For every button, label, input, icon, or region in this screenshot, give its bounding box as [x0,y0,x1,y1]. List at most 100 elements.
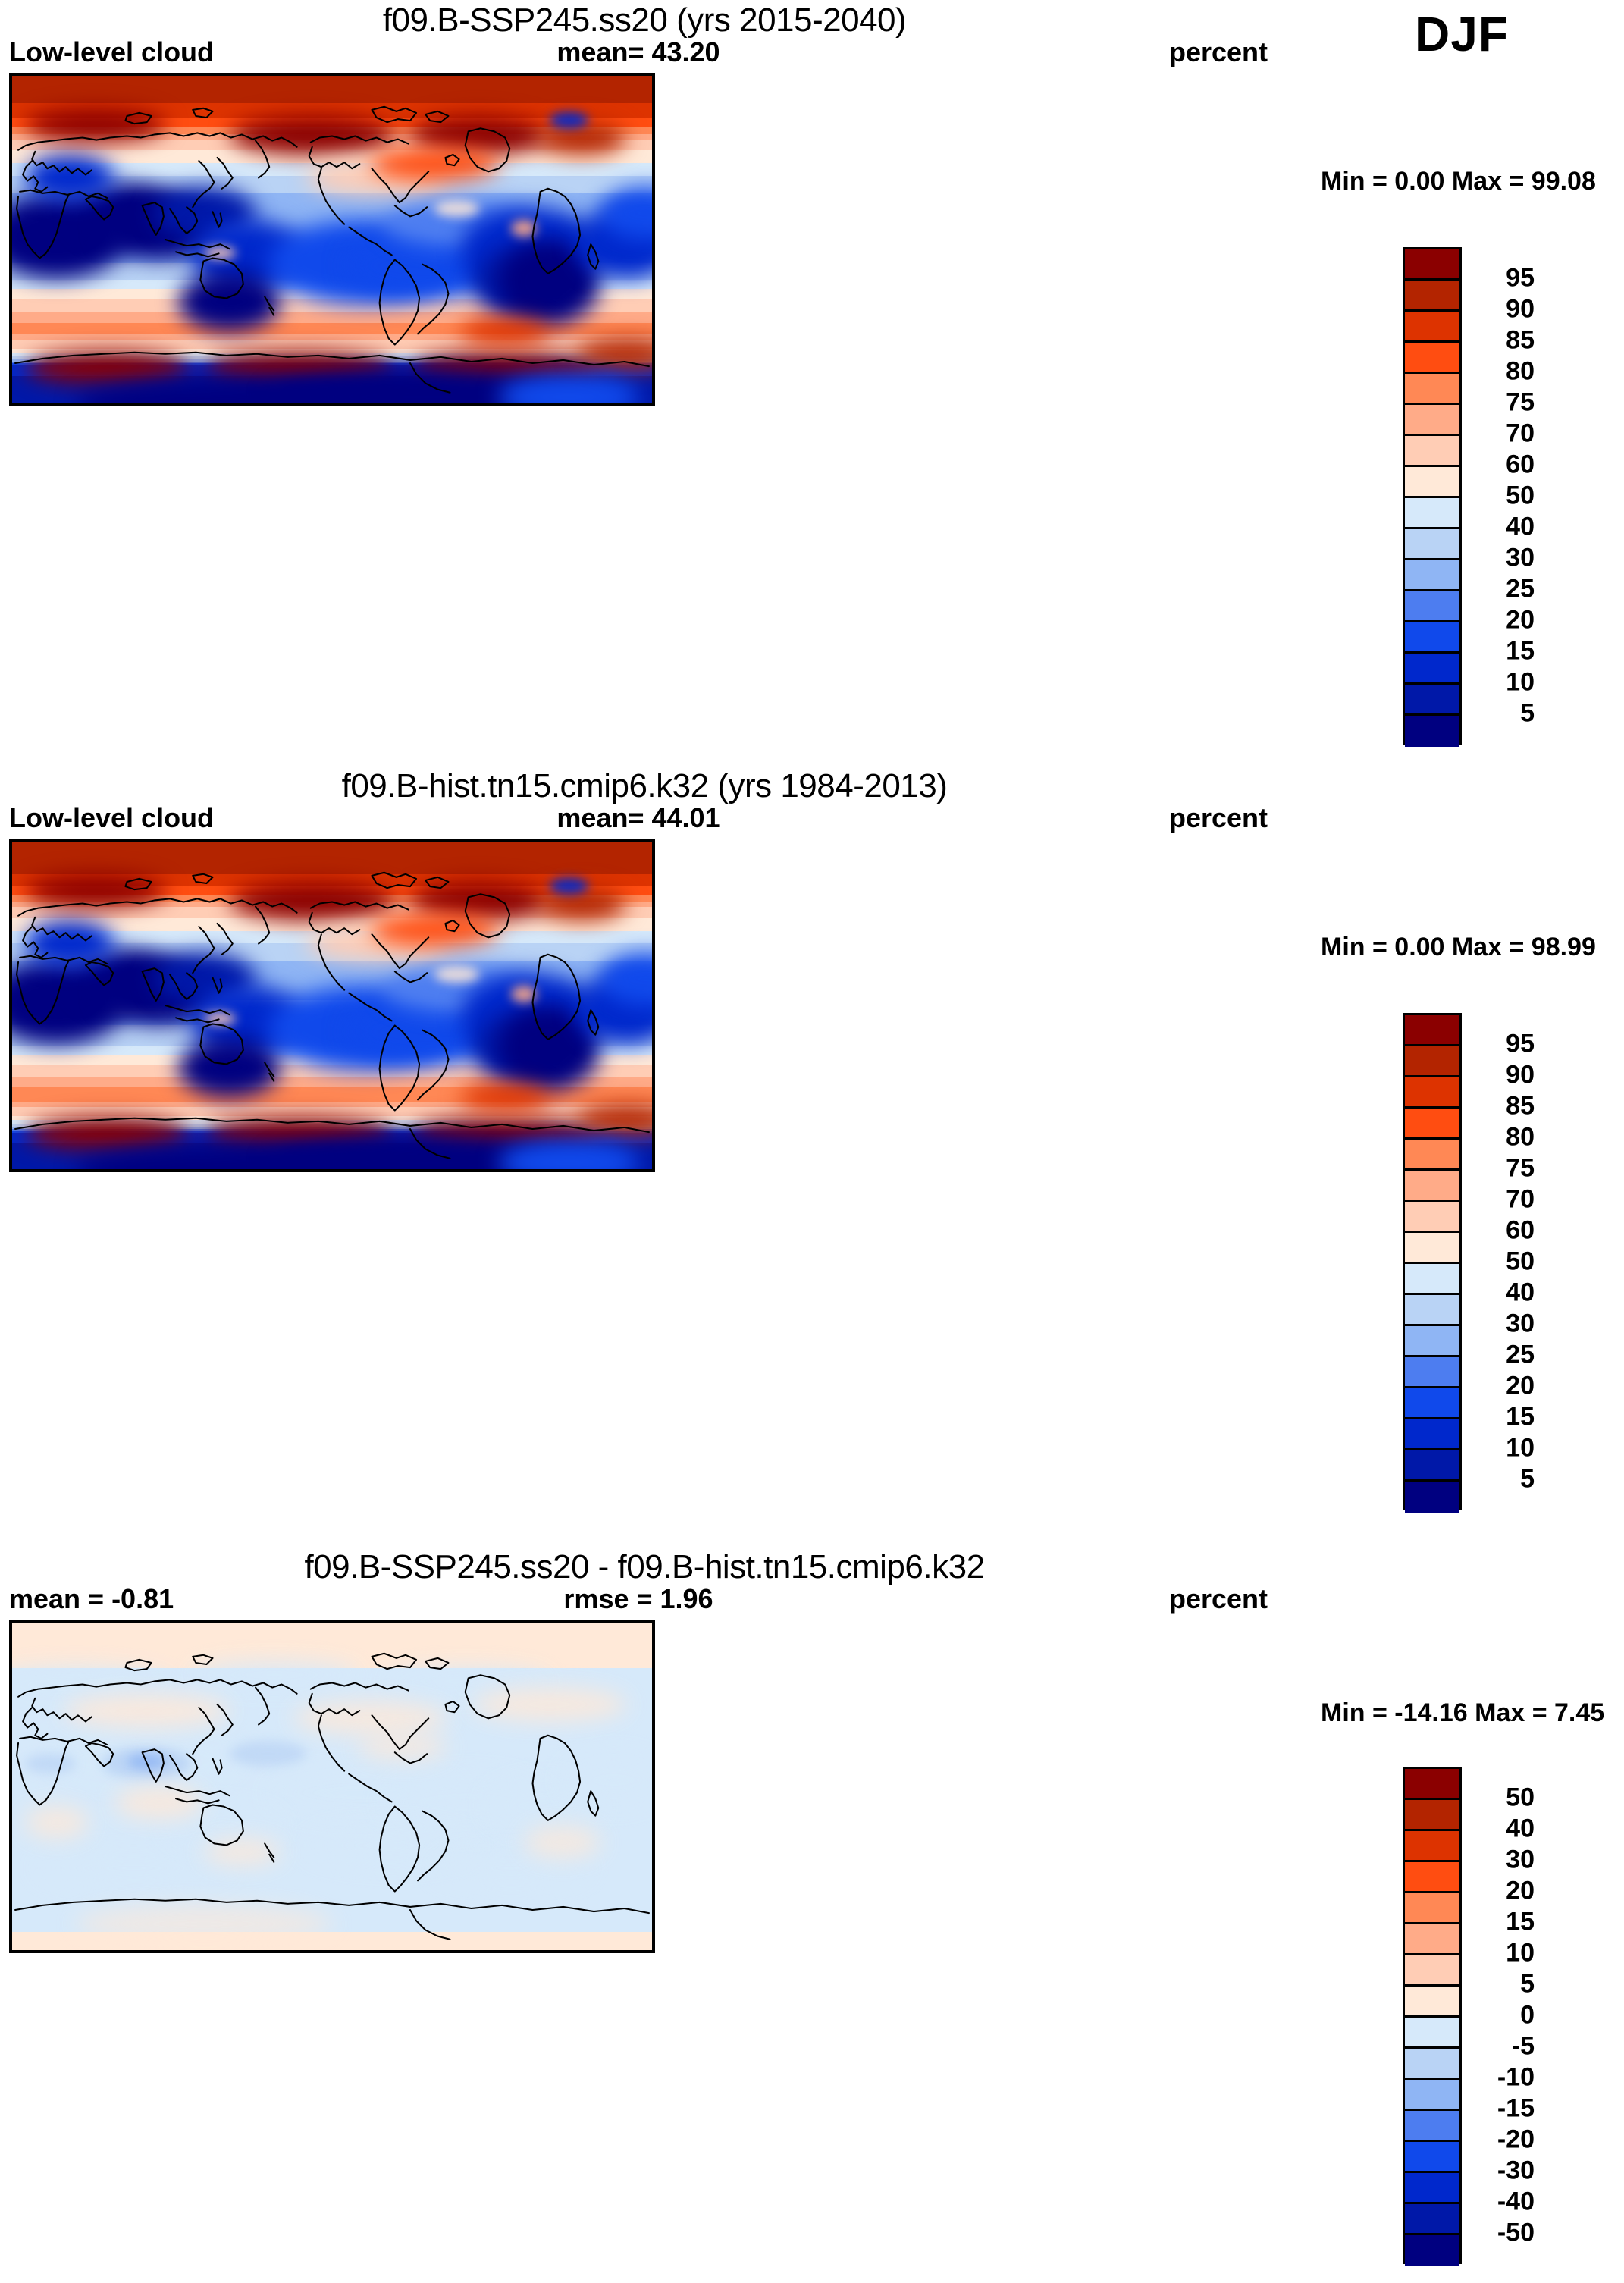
field-feature [306,1825,473,1865]
coastline-path [164,238,230,250]
colorbar-band [1405,1171,1459,1202]
zonal-band [12,1090,652,1093]
zonal-band [12,99,652,102]
zonal-band [12,1817,652,1820]
zonal-band [12,870,652,873]
colorbar-tick-label: 15 [1506,636,1535,666]
zonal-band [12,1684,652,1687]
coastline-path [417,1810,450,1882]
panel-3-minmax: Min = -14.16 Max = 7.45 [1321,1698,1605,1727]
zonal-band [12,1067,652,1070]
zonal-band [12,1905,652,1907]
zonal-band [12,1935,652,1938]
zonal-band [12,1941,652,1943]
coastline-path [17,1679,298,1698]
zonal-band [12,1626,652,1629]
colorbar-band [1405,2142,1459,2173]
coastline-path [255,1686,271,1726]
zonal-band [12,927,652,930]
zonal-band [12,345,652,347]
coastline-path [216,1703,234,1736]
colorbar-band [1405,2111,1459,2142]
zonal-band [12,1632,652,1634]
colorbar-tick-label: -50 [1497,2218,1535,2247]
zonal-band [12,106,652,109]
coastline-path [425,876,450,889]
zonal-band [12,321,652,324]
coastline-path [31,150,93,176]
coastline-path [124,111,152,125]
zonal-band [12,1820,652,1824]
colorbar-tick-label: 0 [1520,2000,1535,2030]
zonal-band [12,206,652,209]
coastline-path [22,160,49,193]
coastline-path [192,926,215,974]
colorbar-band [1405,343,1459,374]
zonal-band [12,920,652,922]
zonal-band [12,1642,652,1645]
colorbar-band [1405,374,1459,405]
zonal-band [12,1695,652,1698]
colorbar-band [1405,1955,1459,1987]
colorbar-tick-label: 30 [1506,543,1535,572]
zonal-band [12,863,652,866]
colorbar-tick-label: 85 [1506,1091,1535,1121]
zonal-band [12,1915,652,1918]
zonal-band [12,1823,652,1825]
zonal-band [12,1731,652,1734]
zonal-band [12,81,652,83]
zonal-band [12,1076,652,1079]
zonal-band [12,874,652,877]
panel-2-colorbar: 95 90 85 80 75 70 60 50 40 30 25 20 15 10 5 [1403,1013,1560,1513]
coastline-path [317,1714,346,1772]
zonal-band [12,347,652,350]
zonal-band [12,1071,652,1074]
coastline-path [348,226,393,256]
colorbar-tick-label: 15 [1506,1402,1535,1432]
colorbar-band [1405,1388,1459,1419]
zonal-band [12,1893,652,1896]
colorbar-tick-label: -40 [1497,2187,1535,2216]
field-feature [434,200,480,217]
colorbar-band [1405,1862,1459,1893]
zonal-band [12,1933,652,1936]
zonal-band [12,1733,652,1736]
zonal-band [12,1866,652,1869]
panel-3-coastlines [12,1623,652,1950]
coastline-path [348,1773,393,1803]
coastline-path [317,168,346,225]
colorbar-tick-label: 5 [1520,1464,1535,1494]
zonal-band [12,1697,652,1700]
coastline-path [14,351,650,368]
zonal-band [12,301,652,304]
zonal-band [12,1939,652,1942]
coastline-path [587,1009,600,1036]
zonal-band [12,108,652,111]
zonal-band [12,858,652,861]
coastline-path [371,1714,430,1751]
zonal-band [12,1111,652,1113]
zonal-band [12,1099,652,1102]
colorbar-tick-label: -5 [1511,2031,1535,2061]
zonal-band [12,1926,652,1929]
zonal-band [12,1648,652,1651]
zonal-band [12,1750,652,1752]
panel-2-units-label: percent [1168,802,1268,833]
zonal-band [12,856,652,858]
coastline-path [371,168,430,204]
zonal-band [12,201,652,204]
coastline-path [192,873,214,885]
zonal-band [12,1910,652,1912]
zonal-band [12,309,652,311]
coastline-path [531,953,582,1040]
zonal-band [12,1087,652,1090]
zonal-band [12,842,652,844]
zonal-band [12,349,652,351]
zonal-band [12,1911,652,1915]
zonal-band [12,1868,652,1871]
colorbar-ticks: 95 90 85 80 75 70 60 50 40 30 25 20 15 10 5 [1474,247,1557,745]
zonal-band [12,1874,652,1876]
zonal-band [12,1096,652,1099]
field-feature [24,1753,77,1773]
zonal-band [12,967,652,970]
